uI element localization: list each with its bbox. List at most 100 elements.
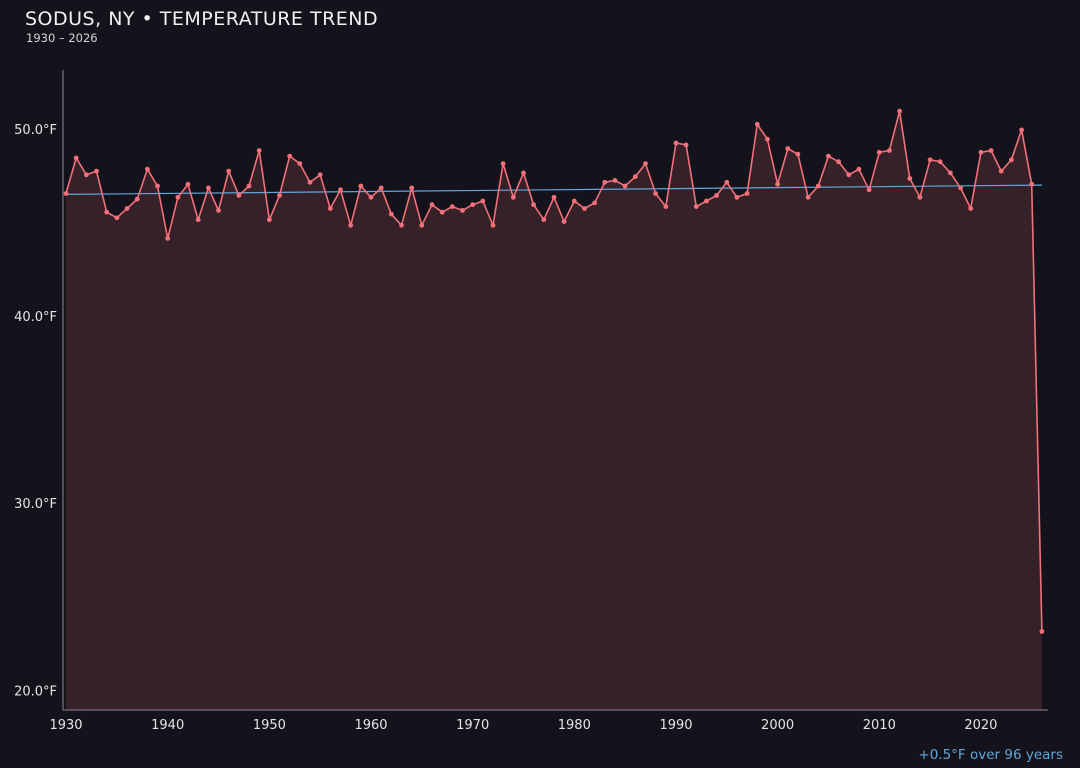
data-point-marker [897,108,902,114]
data-point-marker [602,179,608,185]
data-point-marker [663,204,669,210]
data-point-marker [582,206,587,211]
data-point-marker [998,168,1004,174]
x-axis-tick-label: 1970 [456,718,489,733]
data-point-marker [490,222,496,228]
data-point-marker [256,148,262,153]
data-point-marker [571,198,577,204]
data-point-marker [958,185,963,191]
data-point-marker [114,215,120,221]
data-point-marker [297,161,303,167]
data-point-marker [236,193,242,198]
x-axis-tick-label: 1940 [151,718,184,733]
data-point-marker [307,179,313,185]
data-point-marker [927,157,933,163]
x-axis-tick-label: 1930 [49,718,82,733]
data-point-marker [785,146,791,152]
data-point-marker [327,206,333,211]
data-point-marker [124,206,130,211]
data-point-marker [185,181,191,187]
data-point-marker [1039,629,1045,634]
data-point-marker [419,222,425,228]
x-axis-tick-label: 1950 [253,718,286,733]
data-point-marker [1019,127,1024,133]
data-point-marker [510,194,516,200]
y-axis-tick-label: 20.0°F [14,684,57,699]
data-point-marker [358,183,364,189]
data-point-marker [195,217,201,223]
data-point-marker [795,151,801,157]
data-point-marker [246,183,252,189]
data-point-marker [826,153,831,159]
data-point-marker [988,148,994,153]
data-point-marker [368,194,374,200]
data-point-marker [643,161,648,167]
trend-line [65,184,1042,195]
data-point-marker [907,176,913,181]
data-point-marker [521,170,526,176]
data-point-marker [693,204,699,210]
data-point-marker [287,153,293,159]
data-point-marker [348,222,354,228]
data-point-marker [673,140,679,146]
data-point-marker [805,194,811,200]
trend-summary-label: +0.5°F over 96 years [918,747,1063,763]
data-point-marker [704,198,709,204]
data-point-marker [765,136,770,142]
data-point-marker [145,166,150,172]
data-point-marker [439,209,445,215]
data-point-marker [775,181,780,187]
x-axis-tick-label: 2020 [964,718,997,733]
data-point-marker [175,194,181,200]
data-point-marker [948,170,953,176]
data-point-marker [449,204,455,210]
data-point-marker [338,187,343,193]
data-point-marker [460,208,465,213]
data-point-marker [470,202,476,208]
data-point-marker [84,172,89,178]
data-point-marker [1009,157,1014,163]
data-point-marker [653,191,658,196]
data-point-marker [612,178,618,183]
data-point-marker [378,185,384,191]
data-point-marker [714,193,719,198]
data-point-marker [836,159,841,165]
data-point-marker [754,121,760,127]
x-axis-tick-label: 1960 [354,718,387,733]
data-point-marker [267,217,272,223]
data-point-marker [968,206,974,211]
data-point-marker [104,209,110,215]
data-point-marker [815,183,821,189]
y-axis-tick-label: 40.0°F [14,310,57,325]
data-point-marker [551,194,557,200]
area-fill [66,111,1042,710]
data-point-marker [887,148,892,153]
x-axis-tick-label: 1980 [558,718,591,733]
data-point-marker [531,202,536,208]
data-point-marker [622,183,628,189]
data-point-marker [937,159,943,165]
data-point-marker [94,168,99,174]
data-point-marker [429,202,435,208]
data-point-marker [480,198,486,204]
data-point-marker [1029,181,1035,187]
data-point-marker [409,185,415,191]
data-point-marker [165,236,171,241]
data-point-marker [317,172,323,178]
x-axis-tick-label: 2010 [863,718,896,733]
data-point-marker [978,149,984,155]
data-point-marker [734,194,740,200]
y-axis-tick-label: 30.0°F [14,497,57,512]
data-point-marker [63,191,69,196]
data-point-marker [866,187,872,193]
data-point-marker [856,166,862,172]
data-point-marker [592,200,597,206]
data-point-marker [876,149,882,155]
data-point-marker [399,222,404,228]
data-point-marker [683,142,689,148]
data-point-marker [155,183,160,189]
data-point-marker [846,172,852,178]
data-point-marker [226,168,232,174]
